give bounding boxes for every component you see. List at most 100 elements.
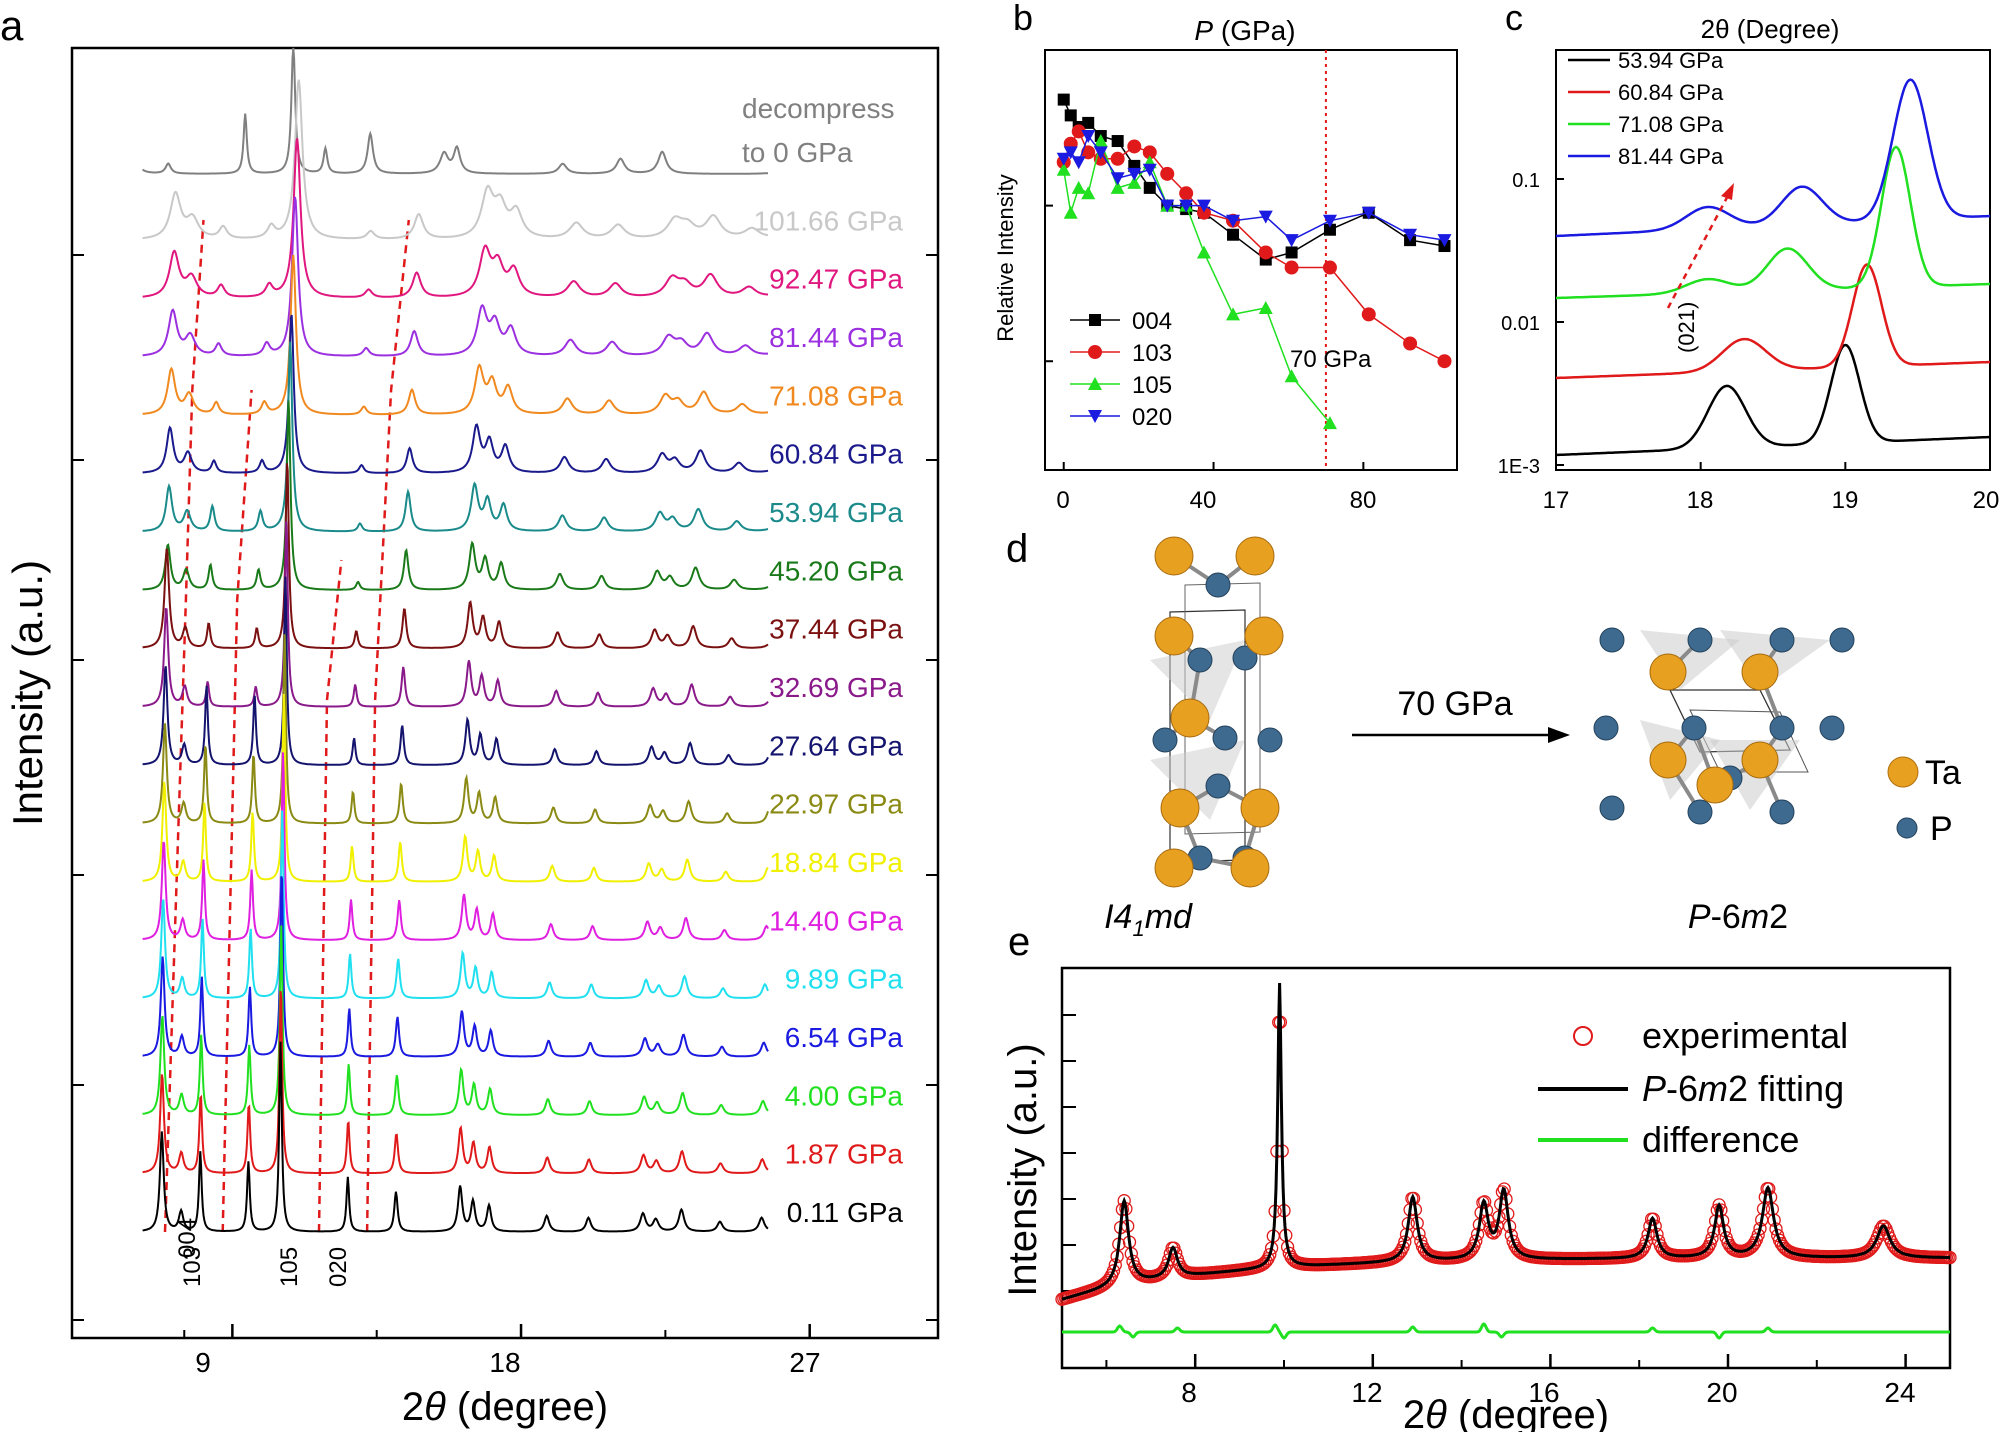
e-exp-point bbox=[1103, 1271, 1117, 1285]
crystal-structure-p-6m2 bbox=[1593, 627, 1855, 825]
panel-a-trace-labels: decompress to 0 GPa 101.66 GPa 92.47 GPa 81.… bbox=[742, 93, 903, 1228]
b-legend-marker-004 bbox=[1089, 314, 1101, 326]
b-point-020 bbox=[1284, 234, 1299, 248]
c-line-81.44-GPa bbox=[1555, 78, 1991, 238]
legend-p-label: P bbox=[1930, 810, 1953, 848]
panel-c: c 2θ (Degree) 53.94 GPa 60.84 GPa 71.08 GP… bbox=[1498, 0, 2000, 514]
coordination-polyhedron bbox=[1720, 630, 1830, 690]
c-x-tick-label-19: 19 bbox=[1832, 487, 1859, 514]
c-021-arrow-line bbox=[1666, 189, 1733, 309]
panel-b-legend: 004 103 105 020 bbox=[1070, 308, 1172, 431]
p-atom bbox=[1593, 715, 1619, 741]
trace-label-37.44-GPa: 37.44 GPa bbox=[769, 614, 903, 645]
b-point-105 bbox=[1284, 369, 1299, 383]
x-tick-label-9: 9 bbox=[195, 1347, 211, 1378]
panel-c-title: 2θ (Degree) bbox=[1701, 14, 1840, 44]
e-x-tick-label-24: 24 bbox=[1884, 1377, 1915, 1408]
b-legend-label-004: 004 bbox=[1132, 308, 1172, 335]
panel-b-label: b bbox=[1013, 0, 1033, 38]
e-exp-point bbox=[1486, 1226, 1501, 1240]
x-tick-label-18: 18 bbox=[489, 1347, 520, 1378]
b-point-020 bbox=[1403, 228, 1418, 242]
trace-0.11-GPa bbox=[142, 1041, 769, 1233]
c-y-tick-label-0.1: 0.1 bbox=[1512, 170, 1540, 192]
b-point-105 bbox=[1196, 245, 1211, 259]
ta-atom bbox=[1154, 848, 1194, 888]
panel-c-legend: 53.94 GPa 60.84 GPa 71.08 GPa 81.44 GPa bbox=[1568, 48, 1724, 169]
b-point-004 bbox=[1323, 223, 1336, 236]
peak-guide-3 bbox=[365, 219, 411, 1233]
b-point-020 bbox=[1361, 206, 1376, 220]
b-x-tick-label-40: 40 bbox=[1190, 487, 1217, 514]
trace-label-71.08-GPa: 71.08 GPa bbox=[769, 380, 903, 411]
panel-a-traces bbox=[142, 47, 769, 1233]
c-line-71.08-GPa bbox=[1556, 145, 1990, 300]
b-legend-marker-020 bbox=[1088, 410, 1102, 423]
panel-a: a decompress to 0 GPa 101.66 GPa 92.47 GPa 8… bbox=[0, 2, 940, 1429]
p-atom bbox=[1687, 799, 1713, 825]
phase-label-i41md: I41md bbox=[1104, 898, 1193, 941]
legend-ta-ball bbox=[1887, 756, 1919, 788]
b-x-tick-label-80: 80 bbox=[1350, 487, 1377, 514]
c-legend-label-60.84-GPa: 60.84 GPa bbox=[1618, 80, 1724, 105]
b-point-020 bbox=[1093, 146, 1108, 160]
panel-e-label: e bbox=[1008, 920, 1030, 964]
trace-label-4.00-GPa: 4.00 GPa bbox=[785, 1080, 904, 1111]
b-point-105 bbox=[1322, 416, 1337, 430]
ta-atom bbox=[1230, 848, 1270, 888]
p-atom bbox=[1769, 627, 1795, 653]
e-exp-point bbox=[1106, 1264, 1121, 1278]
c-x-tick-label-20: 20 bbox=[1973, 487, 2000, 514]
cell-edge bbox=[1184, 582, 1261, 835]
trace-label-to-0-gpa: to 0 GPa bbox=[742, 137, 853, 168]
b-point-020 bbox=[1081, 130, 1096, 144]
b-point-105 bbox=[1063, 205, 1078, 219]
trace-label-32.69-GPa: 32.69 GPa bbox=[769, 672, 903, 703]
b-point-103 bbox=[1179, 186, 1194, 201]
c-legend-label-53.94-GPa: 53.94 GPa bbox=[1618, 48, 1724, 73]
c-x-tick-label-17: 17 bbox=[1543, 487, 1570, 514]
trace-label-18.84-GPa: 18.84 GPa bbox=[769, 847, 903, 878]
trace-label-14.40-GPa: 14.40 GPa bbox=[769, 905, 903, 936]
peak-guide-2 bbox=[317, 559, 343, 1233]
p-atom bbox=[1232, 645, 1258, 671]
b-point-004 bbox=[1143, 181, 1156, 194]
trace-53.94-GPa bbox=[142, 341, 769, 533]
trace-label-decompress: decompress bbox=[742, 93, 895, 124]
trace-1.87-GPa bbox=[142, 991, 769, 1175]
trace-22.97-GPa bbox=[142, 634, 769, 825]
b-point-105 bbox=[1071, 180, 1086, 194]
b-point-103 bbox=[1258, 245, 1273, 260]
b-x-tick-label-0: 0 bbox=[1056, 487, 1069, 514]
peak-guide-0 bbox=[163, 219, 205, 1233]
ta-atom bbox=[1154, 616, 1194, 656]
b-point-020 bbox=[1258, 210, 1273, 224]
trace-81.44-GPa bbox=[142, 196, 768, 357]
b-point-004 bbox=[1064, 109, 1077, 122]
trace-4.00-GPa bbox=[142, 925, 769, 1116]
trace-label-22.97-GPa: 22.97 GPa bbox=[769, 789, 903, 820]
b-point-103 bbox=[1437, 354, 1452, 369]
ta-atom bbox=[1741, 653, 1779, 691]
panel-b-ticks bbox=[1045, 204, 1365, 470]
panel-e: e experimental P-6m2 fitting difference … bbox=[1001, 920, 1957, 1432]
ta-atom bbox=[1741, 741, 1779, 779]
b-point-103 bbox=[1110, 151, 1125, 166]
e-x-tick-label-12: 12 bbox=[1351, 1377, 1382, 1408]
b-point-004 bbox=[1057, 93, 1070, 106]
legend-experimental-label: experimental bbox=[1642, 1015, 1848, 1056]
trace-71.08-GPa bbox=[142, 254, 769, 416]
trace-decompress bbox=[142, 47, 769, 175]
b-point-004 bbox=[1227, 228, 1240, 241]
b-point-105 bbox=[1093, 134, 1108, 148]
legend-difference-label: difference bbox=[1642, 1119, 1799, 1160]
trace-92.47-GPa bbox=[142, 138, 768, 298]
b-point-103 bbox=[1322, 260, 1337, 275]
panel-b-series bbox=[1056, 93, 1452, 430]
e-x-tick-label-16: 16 bbox=[1528, 1377, 1559, 1408]
c-line-60.84-GPa bbox=[1555, 263, 1991, 380]
panel-b: b P (GPa) 70 GPa 004 103 105 020 0 40 80 Re… bbox=[993, 0, 1458, 514]
b-point-105 bbox=[1226, 307, 1241, 321]
p-atom bbox=[1681, 715, 1707, 741]
b-line-020 bbox=[1063, 134, 1445, 242]
